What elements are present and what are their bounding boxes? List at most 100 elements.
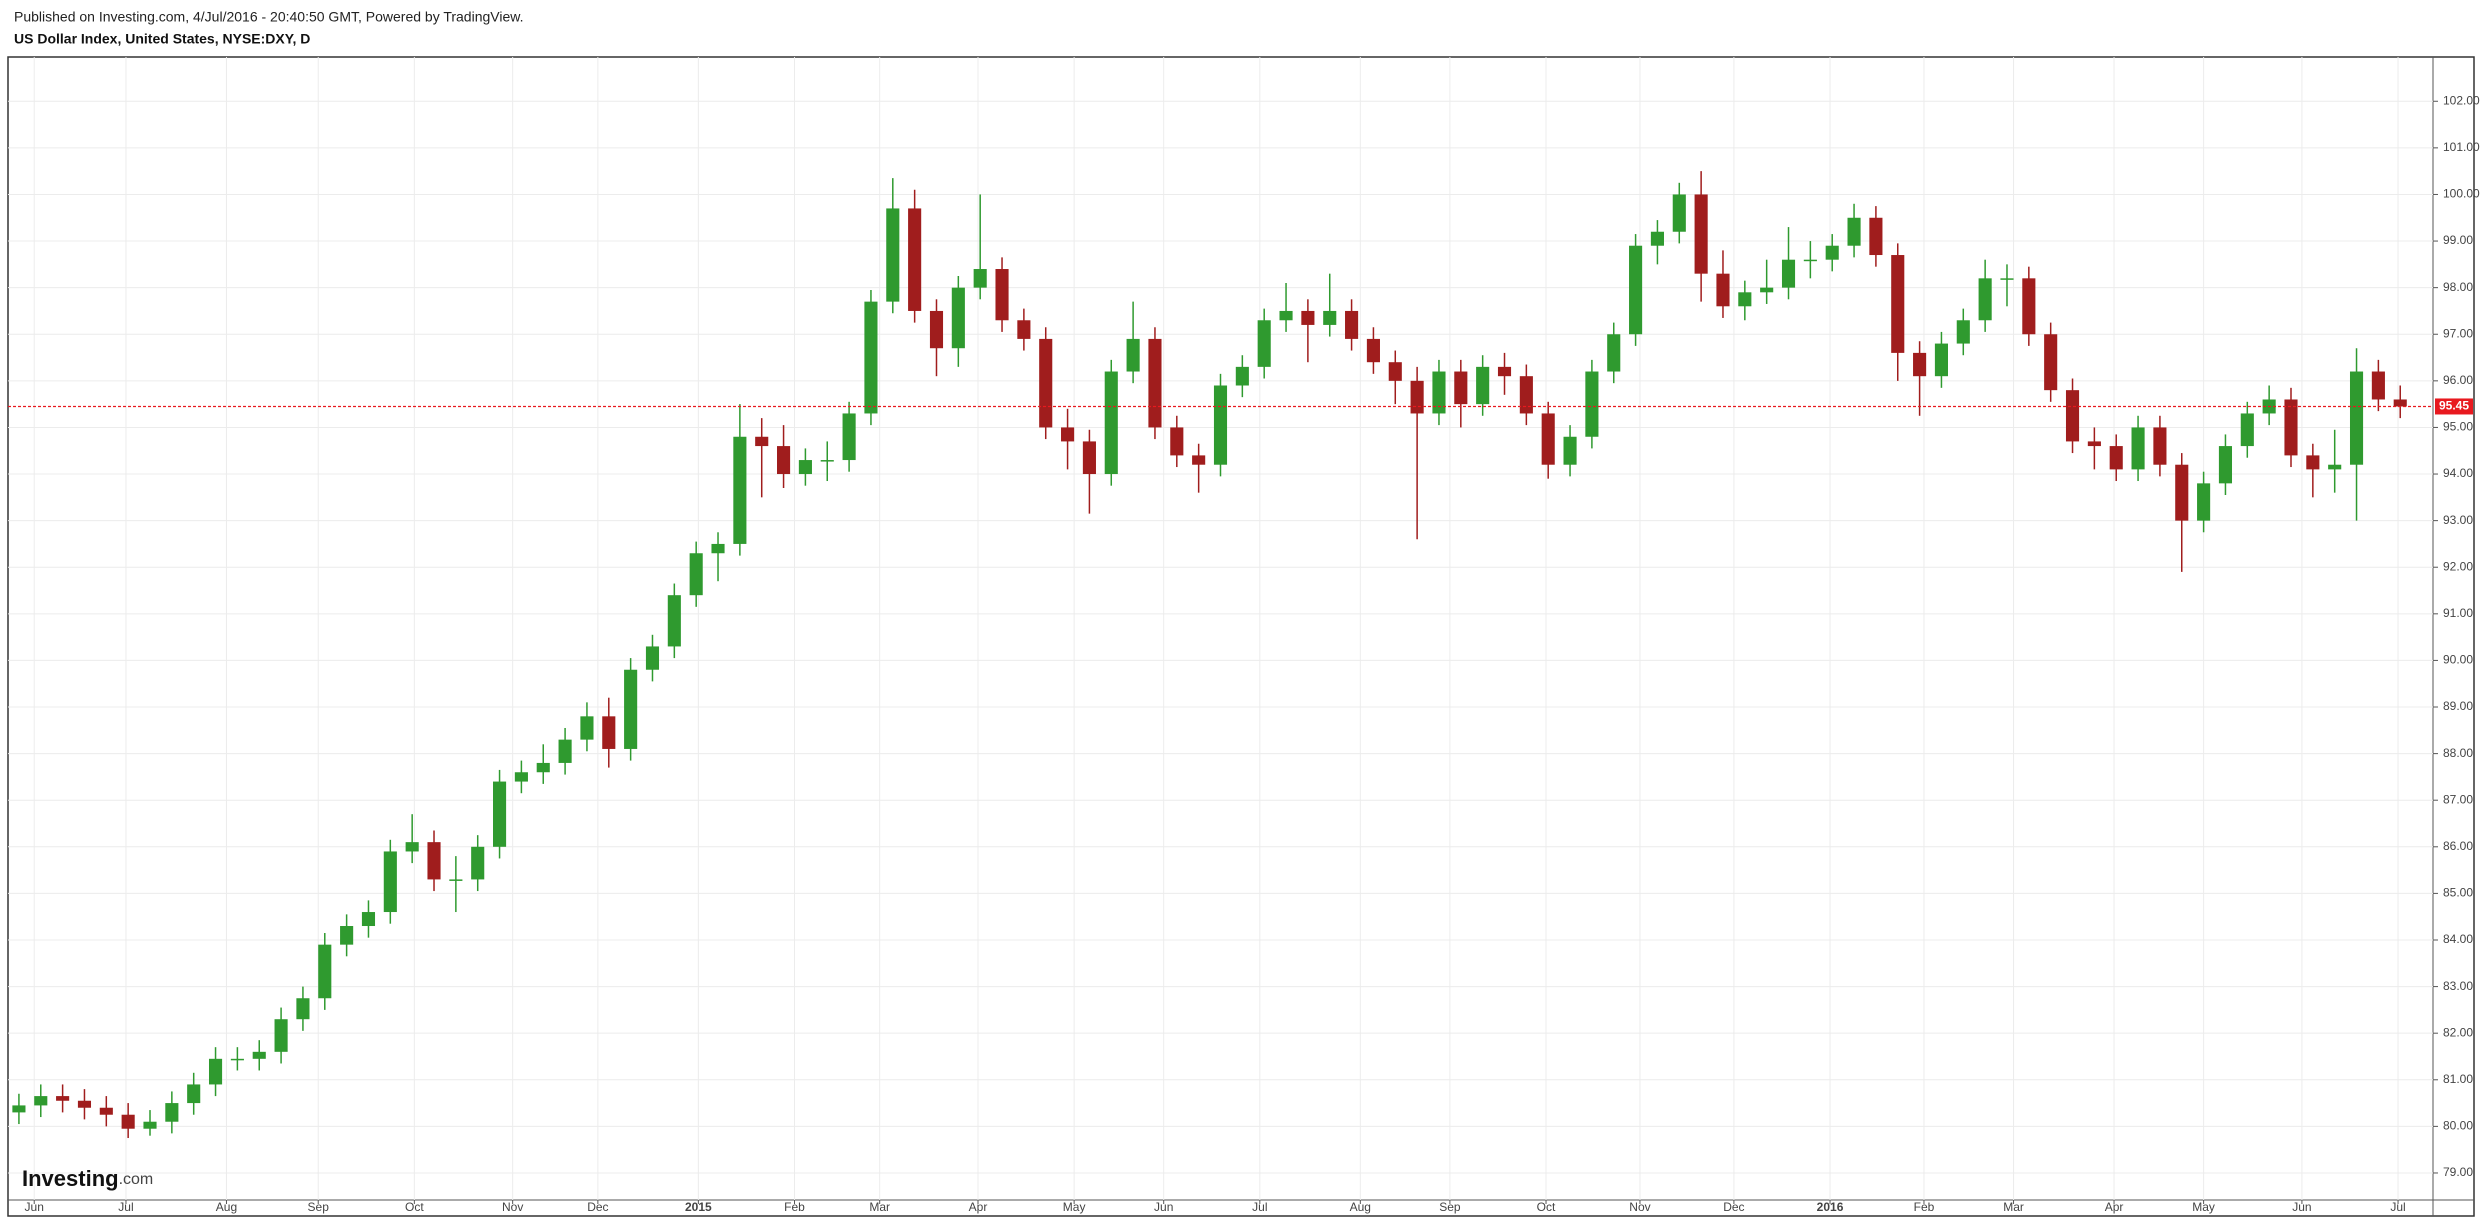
candle-body — [34, 1096, 48, 1106]
candle-body — [1563, 436, 1577, 465]
candle-body — [2000, 278, 2014, 280]
watermark: Investing.com — [22, 1166, 153, 1191]
candle-body — [1716, 273, 1730, 307]
y-tick-label: 101.00 — [2443, 140, 2480, 154]
candle-body — [1738, 292, 1752, 307]
x-tick-label: Jun — [25, 1200, 44, 1214]
candle-body — [383, 851, 397, 913]
candle-body — [2371, 371, 2385, 400]
candle-body — [951, 287, 965, 349]
candle-body — [1519, 376, 1533, 414]
candle-body — [733, 436, 747, 544]
candle-body — [1825, 245, 1839, 260]
x-tick-label: Jul — [118, 1200, 133, 1214]
candle-body — [1279, 310, 1293, 321]
candle-body — [405, 842, 419, 852]
candle-body — [1978, 278, 1992, 321]
x-tick-label: Jul — [1252, 1200, 1267, 1214]
candle-body — [1432, 371, 1446, 414]
candle-body — [667, 595, 681, 647]
x-tick-label: Mar — [869, 1200, 890, 1214]
candle-body — [274, 1019, 288, 1052]
candle-body — [449, 879, 463, 881]
candle-body — [1213, 385, 1228, 465]
candle-body — [2153, 427, 2167, 465]
y-tick-label: 82.00 — [2443, 1025, 2473, 1039]
candle-body — [1126, 338, 1140, 372]
y-tick-label: 84.00 — [2443, 932, 2473, 946]
candle-body — [1454, 371, 1468, 405]
y-tick-label: 81.00 — [2443, 1072, 2473, 1086]
x-tick-label: Jul — [2390, 1200, 2405, 1214]
x-tick-label: Aug — [216, 1200, 237, 1214]
y-tick-label: 97.00 — [2443, 326, 2473, 340]
candle-body — [2393, 399, 2407, 407]
y-tick-label: 93.00 — [2443, 513, 2473, 527]
x-tick-label: Apr — [2105, 1200, 2124, 1214]
candle-body — [99, 1107, 113, 1115]
candle-body — [252, 1051, 266, 1059]
candle-body — [361, 912, 376, 927]
x-tick-label: 2016 — [1817, 1200, 1844, 1214]
candle-body — [121, 1114, 135, 1129]
y-tick-label: 95.00 — [2443, 420, 2473, 434]
candle-body — [842, 413, 856, 461]
candle-body — [77, 1100, 92, 1108]
x-tick-label: Nov — [1629, 1200, 1650, 1214]
candle-body — [1104, 371, 1118, 475]
y-tick-label: 79.00 — [2443, 1165, 2473, 1179]
candle-body — [340, 926, 354, 945]
x-tick-label: May — [1063, 1200, 1086, 1214]
candle-body — [1061, 427, 1075, 442]
candle-body — [624, 669, 638, 749]
y-tick-label: 91.00 — [2443, 606, 2473, 620]
candle-body — [165, 1103, 179, 1122]
x-tick-label: Feb — [1914, 1200, 1935, 1214]
candle-body — [1497, 366, 1512, 377]
y-tick-label: 87.00 — [2443, 792, 2473, 806]
candle-body — [2218, 446, 2233, 484]
candle-body — [1891, 255, 1905, 353]
candle-body — [864, 301, 878, 414]
candle-body — [995, 269, 1009, 321]
chart-frame — [7, 56, 2475, 1217]
last-price-label: 95.45 — [2439, 399, 2469, 413]
candle-body — [558, 739, 572, 763]
candle-body — [2328, 464, 2342, 470]
candle-body — [2044, 334, 2058, 391]
candle-body — [820, 460, 834, 462]
candle-body — [645, 646, 660, 670]
overlay: 95.45 — [8, 398, 2473, 415]
y-tick-label: 99.00 — [2443, 233, 2473, 247]
x-tick-label: Mar — [2003, 1200, 2024, 1214]
y-tick-label: 98.00 — [2443, 280, 2473, 294]
y-tick-label: 86.00 — [2443, 839, 2473, 853]
x-tick-label: Jun — [1154, 1200, 1173, 1214]
header: Published on Investing.com, 4/Jul/2016 -… — [14, 9, 523, 25]
candle-body — [929, 310, 944, 349]
candle-body — [187, 1084, 201, 1104]
candle-body — [318, 944, 332, 999]
candle-body — [1082, 441, 1096, 475]
candle-body — [1388, 362, 1402, 381]
x-tick-label: Apr — [969, 1200, 988, 1214]
candle-body — [208, 1058, 223, 1085]
watermark-main: Investing — [22, 1166, 119, 1191]
x-tick-label: May — [2192, 1200, 2215, 1214]
candle-body — [1760, 287, 1774, 293]
candle-body — [1541, 413, 1555, 465]
candle-body — [1585, 371, 1599, 437]
candle-body — [2240, 413, 2254, 447]
y-tick-label: 83.00 — [2443, 979, 2473, 993]
y-tick-label: 100.00 — [2443, 187, 2480, 201]
y-tick-label: 92.00 — [2443, 559, 2473, 573]
x-tick-label: Sep — [1439, 1200, 1461, 1214]
y-tick-label: 85.00 — [2443, 886, 2473, 900]
candle-body — [427, 842, 441, 880]
candle-body — [2087, 441, 2101, 447]
candle-body — [536, 762, 550, 773]
candle-body — [755, 436, 769, 447]
candle-body — [2197, 483, 2211, 521]
candle-body — [1476, 366, 1490, 405]
